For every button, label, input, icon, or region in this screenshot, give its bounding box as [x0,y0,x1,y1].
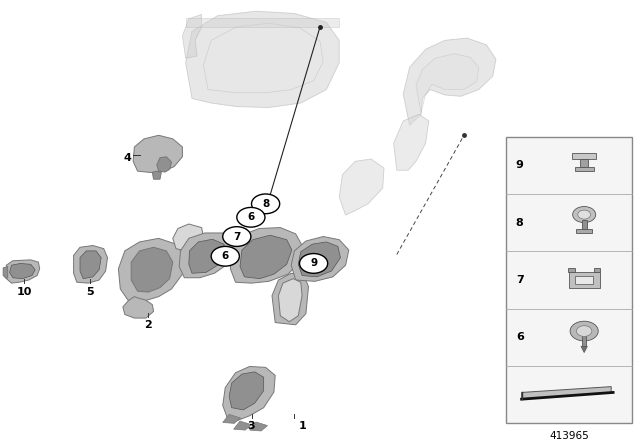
Polygon shape [223,366,275,420]
Text: 7: 7 [516,275,524,285]
Text: 4: 4 [124,153,131,163]
FancyBboxPatch shape [568,268,575,272]
Text: 9: 9 [516,160,524,170]
Polygon shape [186,11,339,108]
Polygon shape [3,267,8,279]
Polygon shape [10,263,35,279]
FancyBboxPatch shape [580,159,588,167]
Circle shape [223,227,251,246]
Text: 6: 6 [516,332,524,342]
FancyBboxPatch shape [577,229,592,233]
Text: 3: 3 [248,421,255,431]
Text: 10: 10 [17,287,32,297]
Polygon shape [152,171,161,179]
Polygon shape [189,239,225,273]
Polygon shape [272,273,308,325]
Polygon shape [234,421,252,430]
Polygon shape [6,260,40,283]
Polygon shape [581,346,588,353]
FancyBboxPatch shape [575,167,594,171]
FancyBboxPatch shape [582,334,586,346]
Polygon shape [123,297,154,318]
Polygon shape [229,372,264,410]
Circle shape [300,254,328,273]
Polygon shape [230,228,302,283]
Text: 8: 8 [262,199,269,209]
Circle shape [237,207,265,227]
Circle shape [573,207,596,223]
Circle shape [570,321,598,341]
Polygon shape [522,387,611,399]
Circle shape [577,326,592,336]
Text: 9: 9 [310,258,317,268]
FancyBboxPatch shape [575,276,593,284]
FancyBboxPatch shape [594,268,600,272]
Polygon shape [298,242,340,277]
Polygon shape [204,23,323,93]
Polygon shape [291,237,349,281]
Text: 8: 8 [516,218,524,228]
Circle shape [211,246,239,266]
Polygon shape [339,159,384,215]
Circle shape [578,210,591,219]
Text: 5: 5 [86,287,93,297]
Text: 2: 2 [145,320,152,330]
Polygon shape [394,114,429,170]
Polygon shape [173,224,204,251]
Polygon shape [133,135,182,172]
Polygon shape [182,14,202,58]
FancyBboxPatch shape [572,153,596,159]
Polygon shape [403,38,496,125]
Polygon shape [179,233,236,278]
Polygon shape [240,235,292,279]
Polygon shape [118,238,184,301]
Polygon shape [157,157,172,172]
Circle shape [252,194,280,214]
Polygon shape [80,251,101,279]
Polygon shape [416,54,479,113]
Text: 1: 1 [298,421,306,431]
Text: 413965: 413965 [549,431,589,441]
Polygon shape [74,246,108,283]
Polygon shape [278,279,302,322]
Text: 6: 6 [247,212,255,222]
Polygon shape [250,422,268,431]
Polygon shape [186,18,339,27]
Polygon shape [223,414,241,423]
Polygon shape [131,247,173,292]
Text: 6: 6 [221,251,229,261]
FancyBboxPatch shape [506,137,632,423]
FancyBboxPatch shape [569,272,600,288]
Text: 7: 7 [233,232,241,241]
FancyBboxPatch shape [582,220,587,229]
